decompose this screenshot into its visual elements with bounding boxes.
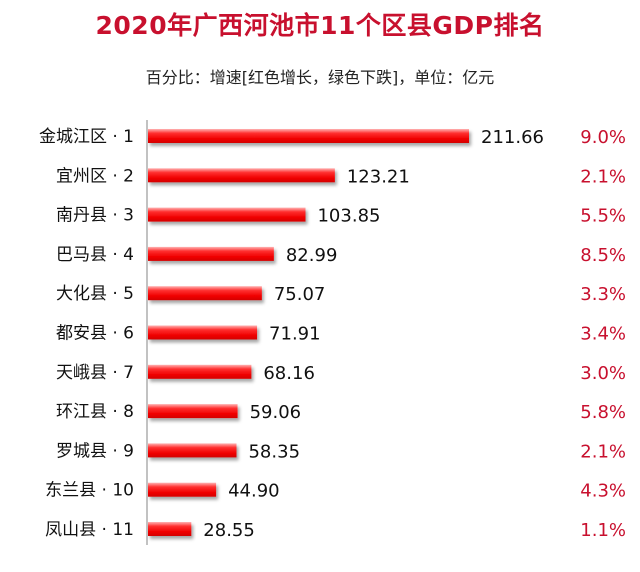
value-label: 211.66 <box>481 127 544 148</box>
value-label: 71.91 <box>269 324 321 345</box>
growth-label: 3.4% <box>580 324 626 345</box>
bar <box>148 246 274 261</box>
chart-title: 2020年广西河池市11个区县GDP排名 <box>95 11 545 40</box>
value-label: 58.35 <box>248 441 300 462</box>
bar <box>148 443 237 458</box>
growth-label: 2.1% <box>580 441 626 462</box>
bar <box>148 286 262 301</box>
value-label: 44.90 <box>228 481 280 502</box>
bar <box>148 482 217 497</box>
category-label: 金城江区 · 1 <box>39 127 134 147</box>
growth-label: 3.3% <box>580 284 626 305</box>
bar <box>148 129 469 143</box>
category-label: 都安县 · 6 <box>56 324 134 344</box>
category-label: 宜州区 · 2 <box>56 166 134 186</box>
growth-label: 9.0% <box>580 127 626 148</box>
growth-label: 5.8% <box>580 402 626 423</box>
bar <box>148 522 192 536</box>
growth-label: 4.3% <box>580 481 626 502</box>
value-label: 82.99 <box>286 245 338 266</box>
category-label: 罗城县 · 9 <box>56 441 134 461</box>
category-label: 南丹县 · 3 <box>56 206 134 226</box>
value-label: 68.16 <box>263 363 315 384</box>
category-label: 大化县 · 5 <box>56 284 134 304</box>
value-label: 123.21 <box>347 166 410 187</box>
bar <box>148 207 306 222</box>
value-label: 28.55 <box>203 520 255 541</box>
growth-label: 3.0% <box>580 363 626 384</box>
value-label: 59.06 <box>250 402 302 423</box>
bars-layer: 金城江区 · 1 211.66 9.0% 宜州区 · 2 123.21 2.1% 南丹县 ·… <box>39 127 626 541</box>
category-label: 巴马县 · 4 <box>56 245 134 265</box>
value-label: 75.07 <box>274 284 326 305</box>
growth-label: 8.5% <box>580 245 626 266</box>
bar <box>148 168 335 183</box>
bar <box>148 325 258 340</box>
value-label: 103.85 <box>317 206 380 227</box>
growth-label: 1.1% <box>580 520 626 541</box>
bar <box>148 404 238 419</box>
category-label: 凤山县 · 11 <box>45 520 134 540</box>
bar <box>148 364 252 379</box>
category-label: 天峨县 · 7 <box>56 363 134 383</box>
growth-label: 2.1% <box>580 166 626 187</box>
category-label: 东兰县 · 10 <box>45 481 134 501</box>
growth-label: 5.5% <box>580 206 626 227</box>
category-label: 环江县 · 8 <box>56 402 134 422</box>
chart-subtitle: 百分比：增速[红色增长，绿色下跌]，单位：亿元 <box>145 68 495 87</box>
